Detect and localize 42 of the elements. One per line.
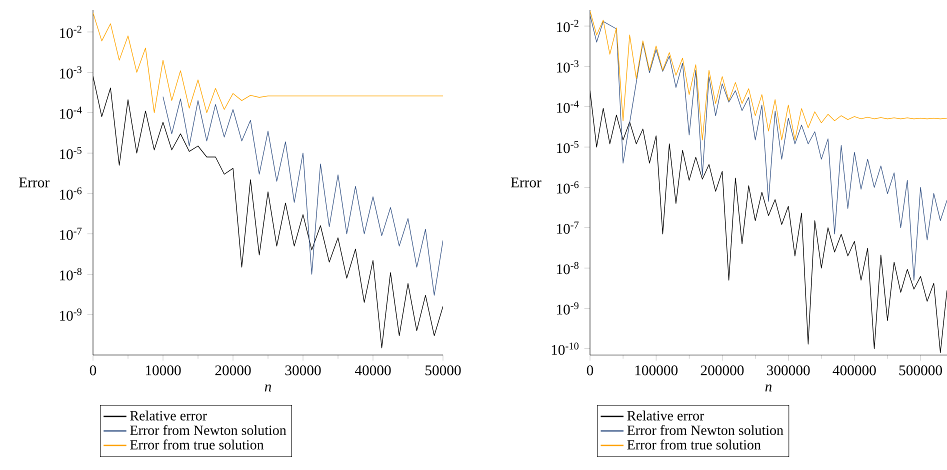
y-tick-label: 10$^{-5}$ [60, 147, 82, 160]
line-series [162, 96, 443, 296]
x-tick-label: 300000 [767, 365, 810, 376]
y-tick-label: 10$^{-7}$ [557, 222, 579, 234]
x-tick-label: 100000 [635, 365, 678, 376]
y-tick-label: 10$^{-8}$ [557, 262, 579, 274]
legend-label: Relative error [627, 410, 704, 420]
x-tick-label: 400000 [832, 365, 876, 376]
y-tick-label: 10$^{-2}$ [557, 20, 578, 32]
x-tick-label: 10000 [146, 365, 181, 376]
y-tick-label: 10$^{-4}$ [557, 100, 579, 113]
x-tick-label: 20000 [215, 365, 251, 376]
x-tick-label: 500000 [899, 365, 942, 376]
y-tick-label: 10$^{-2}$ [60, 26, 82, 38]
x-tick-label: 200000 [700, 365, 744, 376]
legend-label: Error from true solution [130, 440, 264, 450]
x-tick-label: 50000 [426, 365, 461, 376]
legend-label: Relative error [130, 410, 207, 420]
y-tick-label: 10$^{-9}$ [60, 308, 82, 321]
y-tick-label: 10$^{-9}$ [557, 302, 579, 315]
x-tick-label: 0 [586, 365, 594, 376]
x-axis-title: n [765, 384, 772, 392]
y-tick-label: 10$^{-6}$ [60, 187, 82, 200]
y-tick-label: 10$^{-4}$ [60, 106, 82, 119]
y-tick-label: 10$^{-3}$ [60, 66, 82, 78]
legend-label: Error from Newton solution [130, 425, 286, 435]
legend-label: Error from Newton solution [627, 425, 784, 435]
x-tick-label: 40000 [354, 365, 391, 376]
y-tick-label: 10$^{-7}$ [60, 228, 82, 240]
x-axis-title: n [264, 384, 272, 392]
y-tick-label: 10$^{-6}$ [557, 181, 579, 194]
line-series [590, 14, 947, 281]
y-tick-label: 10$^{-8}$ [60, 268, 82, 280]
y-axis-title: Error [19, 178, 50, 188]
legend-label: Error from true solution [627, 440, 761, 450]
y-tick-label: 10$^{-10}$ [552, 342, 579, 355]
x-tick-label: 0 [90, 365, 96, 376]
y-tick-label: 10$^{-3}$ [557, 60, 579, 73]
line-series [590, 10, 947, 140]
y-tick-label: 10$^{-5}$ [557, 140, 579, 154]
y-axis-title: Error [510, 178, 542, 188]
x-tick-label: 30000 [285, 365, 321, 376]
